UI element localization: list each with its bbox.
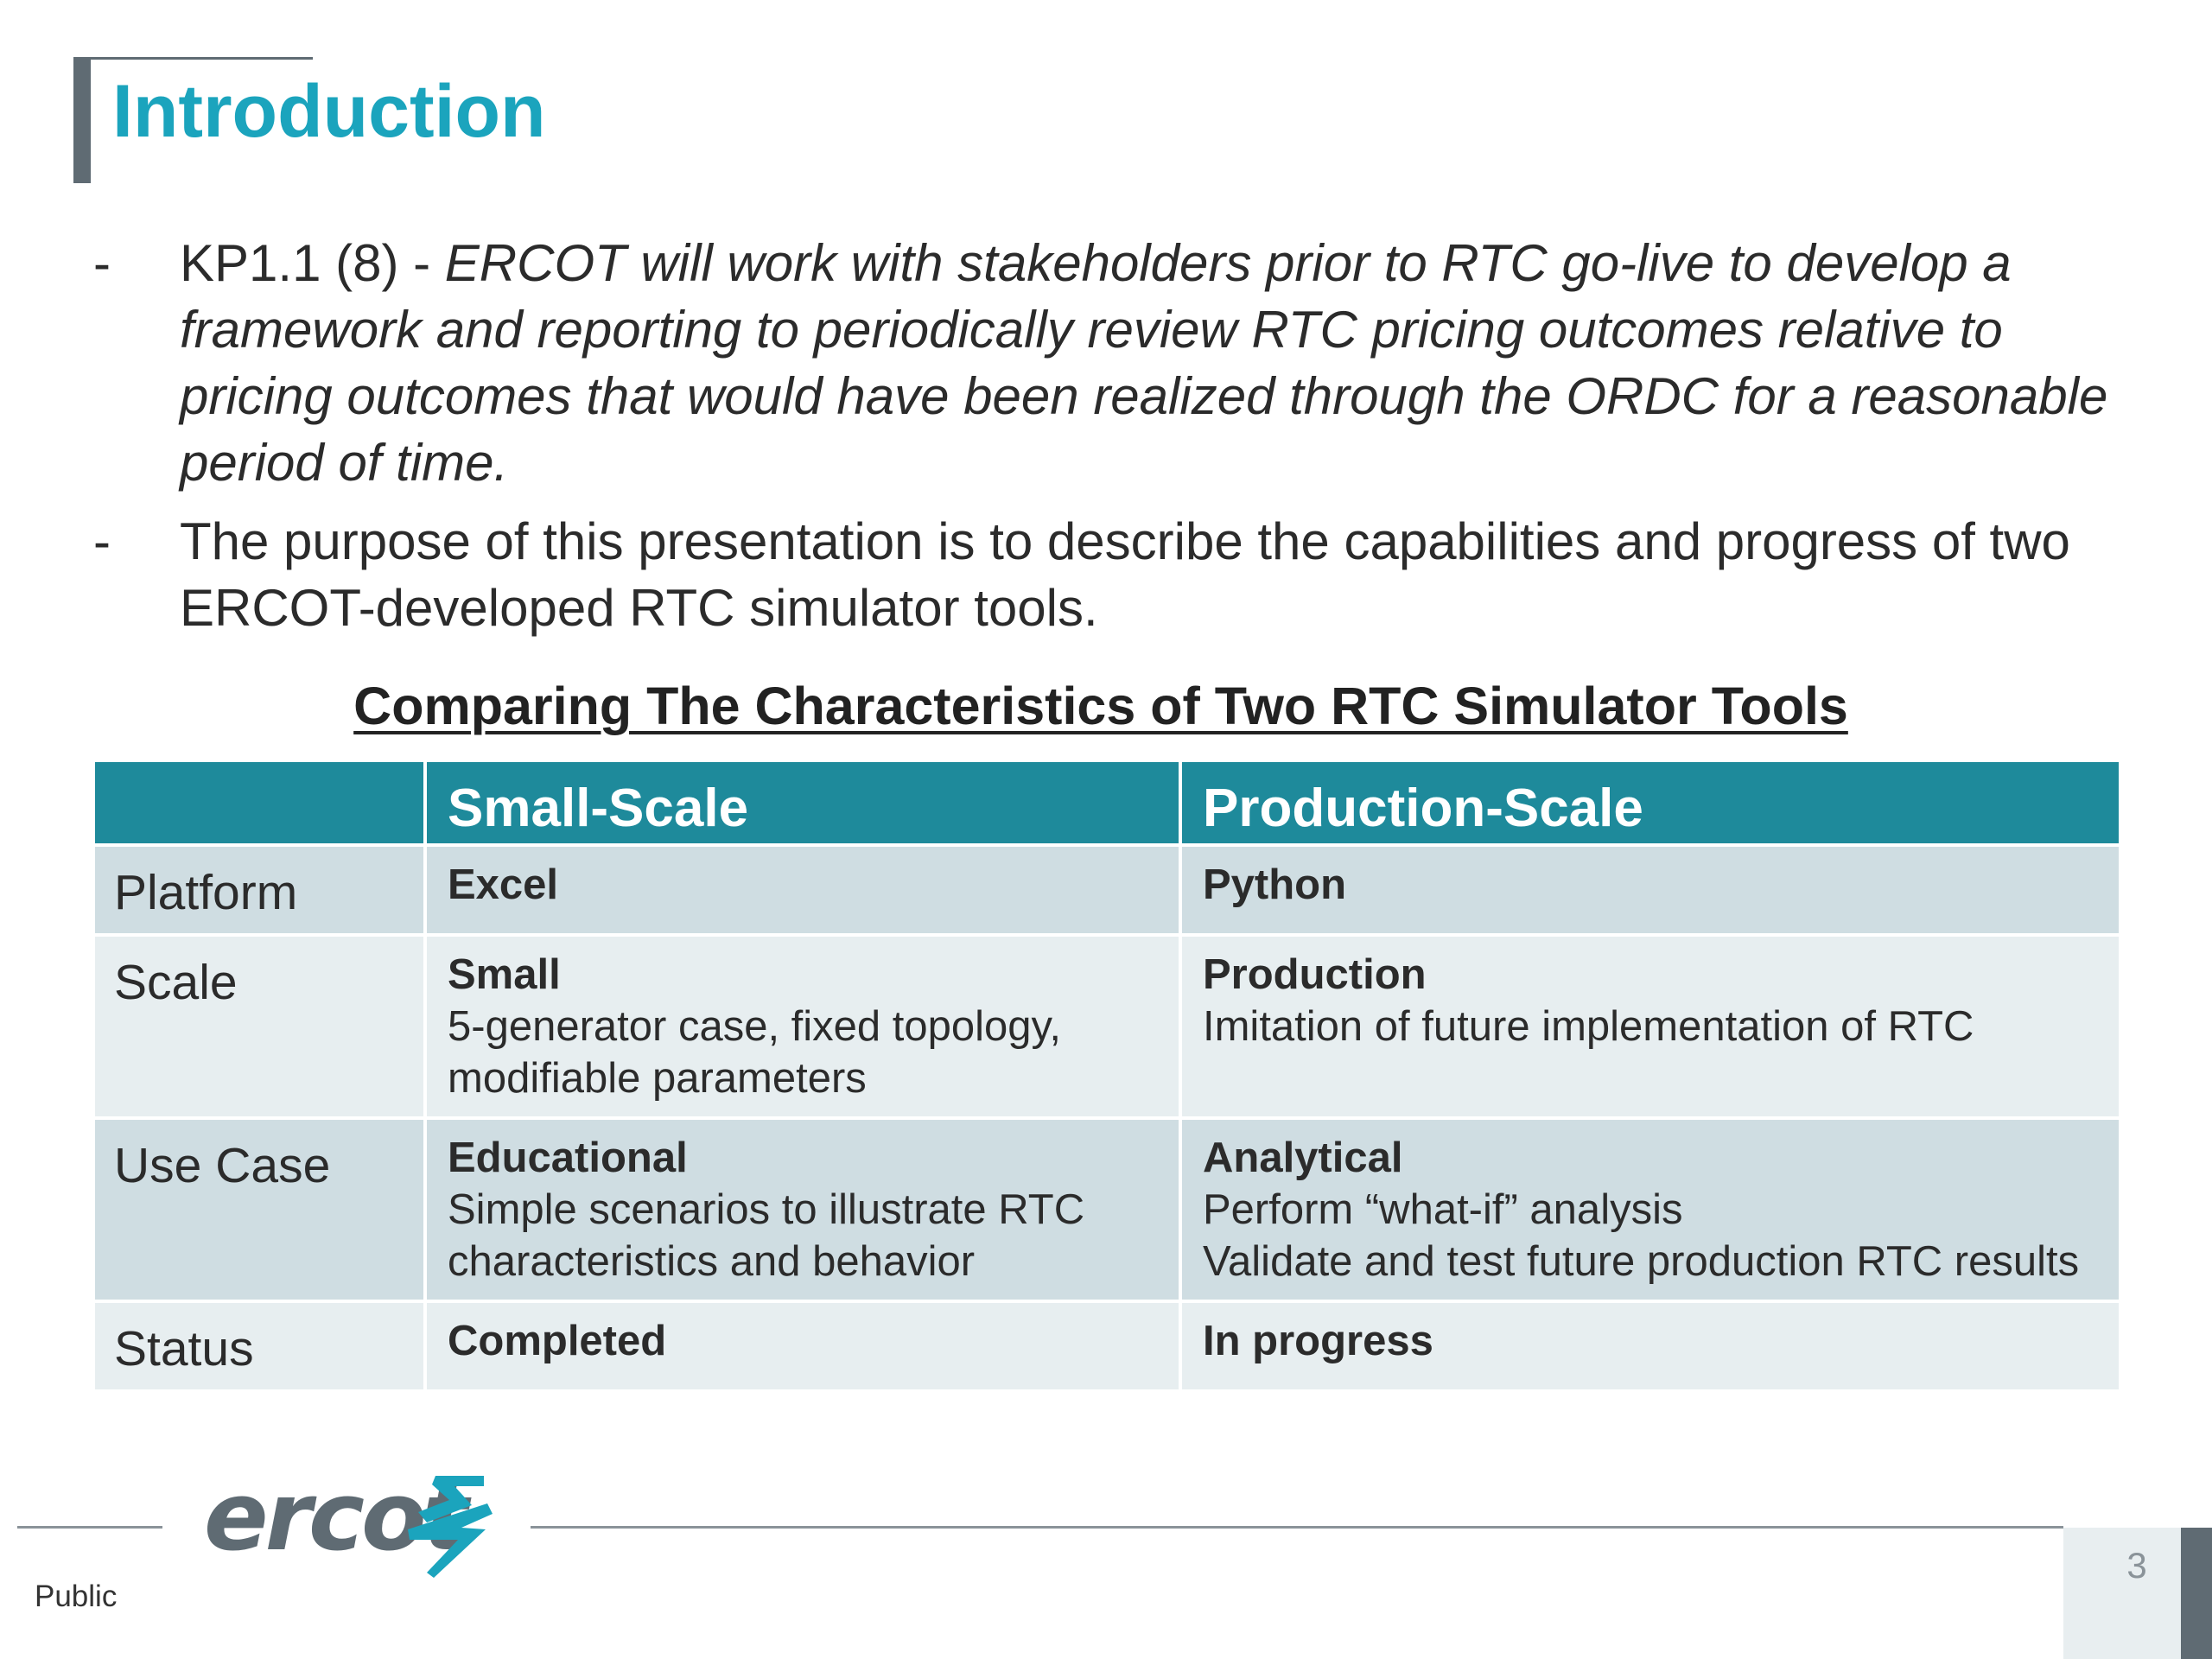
footer-rule-right [531,1526,2063,1529]
table-row-use-case: Use Case Educational Simple scenarios to… [92,1116,2122,1303]
cell-detail-line: Simple scenarios to illustrate RTC [448,1186,1085,1233]
bullet-text: The purpose of this presentation is to d… [180,512,2070,637]
cell-production-scale: In progress [1179,1300,2122,1393]
lightning-bolt-icon [408,1476,493,1578]
cell-production-scale: Python [1179,843,2122,937]
cell-detail-line: Perform “what-if” analysis [1203,1186,1683,1233]
cell-bold-value: Production [1203,951,1427,998]
title-accent-bar [73,57,91,183]
bullet-lead-text: KP1.1 (8) - [180,234,445,292]
header-cell-empty [92,759,427,847]
row-label: Status [92,1300,427,1393]
title-accent-rule [91,57,313,60]
cell-bold-value: Excel [448,861,559,908]
row-label: Platform [92,843,427,937]
table-row-platform: Platform Excel Python [92,843,2122,937]
page-number: 3 [2126,1545,2147,1586]
page-accent-strip [2181,1528,2212,1659]
cell-small-scale: Small 5-generator case, fixed topology, … [423,933,1182,1120]
bullet-item-purpose: - The purpose of this presentation is to… [93,508,2133,641]
cell-bold-value: In progress [1203,1318,1433,1364]
cell-production-scale: Production Imitation of future implement… [1179,933,2122,1120]
bullet-dash: - [93,512,111,570]
comparison-table: Small-Scale Production-Scale Platform Ex… [92,759,2122,1393]
cell-detail-line: Imitation of future implementation of RT… [1203,1003,1974,1050]
table-heading-text: Comparing The Characteristics of Two RTC… [353,677,1848,735]
bullet-italic-text: ERCOT will work with stakeholders prior … [180,234,2108,492]
cell-bold-value: Educational [448,1135,688,1181]
slide-title: Introduction [112,70,546,153]
cell-bold-value: Completed [448,1318,667,1364]
row-label: Use Case [92,1116,427,1303]
header-cell-production-scale: Production-Scale [1179,759,2122,847]
cell-small-scale: Excel [423,843,1182,937]
row-label: Scale [92,933,427,1120]
ercot-logo: ercot [204,1469,498,1581]
cell-small-scale: Educational Simple scenarios to illustra… [423,1116,1182,1303]
table-header-row: Small-Scale Production-Scale [92,759,2122,847]
bullet-list: - KP1.1 (8) - ERCOT will work with stake… [93,230,2133,653]
header-cell-small-scale: Small-Scale [423,759,1182,847]
footer-rule-left [17,1526,162,1529]
bullet-item-kp: - KP1.1 (8) - ERCOT will work with stake… [93,230,2133,496]
classification-label: Public [35,1580,118,1613]
table-heading: Comparing The Characteristics of Two RTC… [0,676,2212,736]
cell-production-scale: Analytical Perform “what-if” analysis Va… [1179,1116,2122,1303]
table-row-status: Status Completed In progress [92,1300,2122,1393]
table-row-scale: Scale Small 5-generator case, fixed topo… [92,933,2122,1120]
page-number-box [2063,1528,2181,1659]
cell-detail-line: 5-generator case, fixed topology, [448,1003,1062,1050]
cell-small-scale: Completed [423,1300,1182,1393]
cell-detail-line: characteristics and behavior [448,1238,976,1285]
cell-detail-line: modifiable parameters [448,1055,867,1102]
cell-bold-value: Python [1203,861,1347,908]
cell-bold-value: Analytical [1203,1135,1403,1181]
cell-detail-line: Validate and test future production RTC … [1203,1238,2080,1285]
cell-bold-value: Small [448,951,561,998]
bullet-dash: - [93,234,111,292]
